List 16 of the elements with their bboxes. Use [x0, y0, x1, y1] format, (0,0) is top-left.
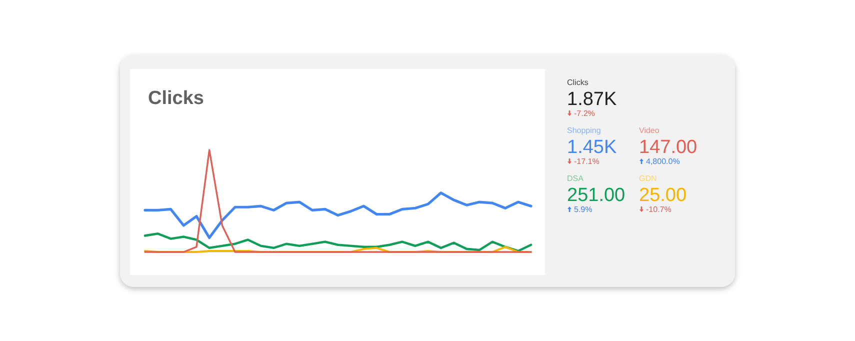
text: Clicks [567, 78, 588, 87]
chart-title: Clicks [148, 88, 204, 109]
text: 147.00 [639, 137, 698, 158]
text: 251.00 [567, 185, 626, 206]
text: 1.45K [567, 137, 617, 158]
text: Shopping [567, 126, 601, 135]
text: DSA [567, 174, 584, 183]
text: Video [639, 126, 660, 135]
text: -17.1% [574, 157, 600, 166]
text: 1.87K [567, 89, 617, 110]
text: GDN [639, 174, 657, 183]
text: 4,800.0% [646, 157, 680, 166]
text: 25.00 [639, 185, 687, 206]
text: -10.7% [646, 205, 672, 214]
text: 5.9% [574, 205, 592, 214]
text: -7.2% [574, 109, 595, 118]
